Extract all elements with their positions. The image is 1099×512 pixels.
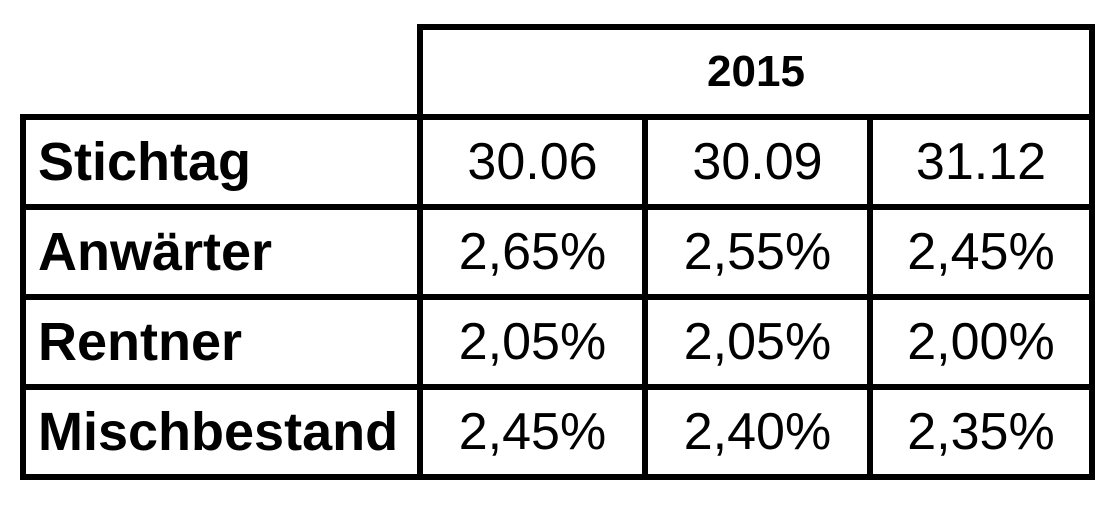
row-label: Anwärter <box>20 204 423 300</box>
stichtag-row: Stichtag 30.06 30.09 31.12 <box>20 114 1095 210</box>
table-row: Anwärter 2,65% 2,55% 2,45% <box>20 204 1095 300</box>
date-header: 30.09 <box>642 114 873 210</box>
year-header-row: 2015 <box>23 24 1095 120</box>
rate-cell: 2,05% <box>642 294 873 390</box>
row-label: Mischbestand <box>20 384 423 480</box>
rates-table: 2015 Stichtag 30.06 30.09 31.12 Anwärter… <box>20 24 1095 480</box>
date-header: 30.06 <box>417 114 648 210</box>
rate-cell: 2,45% <box>417 384 648 480</box>
rate-cell: 2,45% <box>867 204 1095 300</box>
corner-cell <box>23 27 423 120</box>
rate-cell: 2,35% <box>867 384 1095 480</box>
rate-cell: 2,55% <box>642 204 873 300</box>
table-row: Rentner 2,05% 2,05% 2,00% <box>20 294 1095 390</box>
rate-cell: 2,65% <box>417 204 648 300</box>
rate-cell: 2,00% <box>867 294 1095 390</box>
stichtag-label: Stichtag <box>20 114 423 210</box>
row-label: Rentner <box>20 294 423 390</box>
table-row: Mischbestand 2,45% 2,40% 2,35% <box>20 384 1095 480</box>
year-header: 2015 <box>417 24 1095 120</box>
rate-cell: 2,05% <box>417 294 648 390</box>
date-header: 31.12 <box>867 114 1095 210</box>
rate-cell: 2,40% <box>642 384 873 480</box>
rates-table-wrapper: 2015 Stichtag 30.06 30.09 31.12 Anwärter… <box>20 24 1095 480</box>
